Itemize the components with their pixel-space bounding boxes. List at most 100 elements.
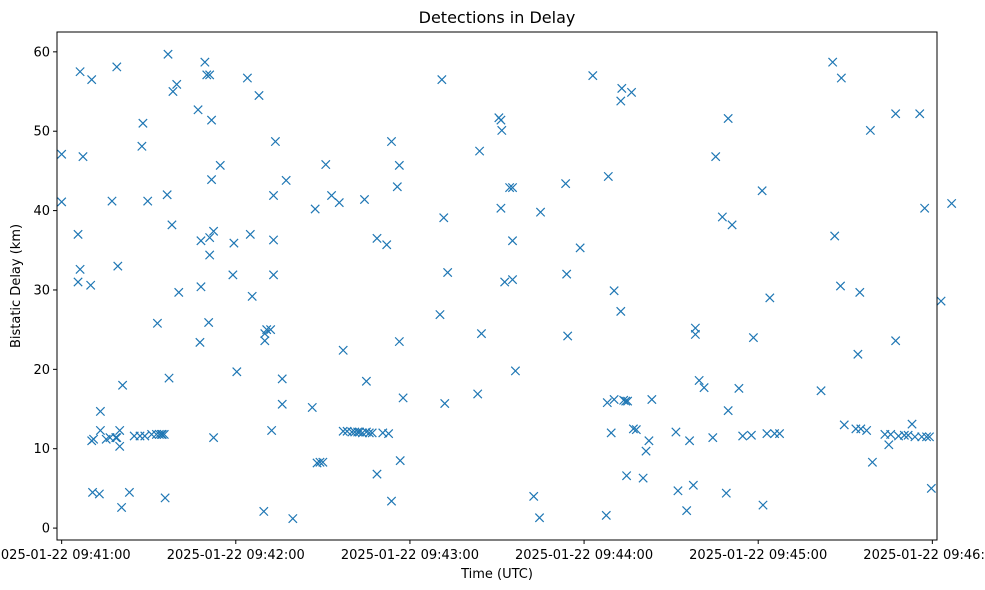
data-point [204, 317, 214, 328]
data-point [354, 427, 365, 437]
data-point [195, 337, 205, 347]
data-point [357, 428, 368, 438]
data-point [117, 380, 128, 390]
data-point [765, 293, 775, 303]
data-point [500, 277, 510, 287]
x-tick-label: 2025-01-22 09:46:00 [863, 548, 985, 563]
data-point [723, 405, 733, 416]
data-point [205, 232, 215, 243]
data-point [921, 432, 932, 442]
data-point [443, 267, 453, 278]
data-point [107, 196, 117, 206]
data-point [505, 182, 515, 193]
plot-area [57, 49, 957, 524]
data-point [361, 376, 372, 386]
data-point [386, 136, 397, 147]
data-point [394, 336, 404, 347]
data-point [326, 190, 337, 201]
data-point [159, 429, 169, 440]
data-point [602, 398, 612, 408]
x-tick-label: 2025-01-22 09:45:00 [689, 548, 827, 563]
data-point [318, 457, 328, 467]
data-point [621, 471, 632, 481]
data-point [609, 286, 619, 296]
data-point [242, 73, 253, 83]
data-point [671, 427, 681, 437]
data-point [507, 275, 518, 285]
data-point [588, 71, 598, 81]
data-point [440, 398, 450, 409]
data-point [920, 203, 930, 213]
chart-title: Detections in Delay [419, 8, 576, 27]
data-point [112, 432, 122, 443]
y-tick-label: 10 [33, 442, 50, 457]
data-point [535, 207, 546, 217]
data-point [473, 389, 483, 399]
data-point [138, 118, 148, 128]
data-point [86, 280, 96, 290]
data-point [828, 57, 838, 67]
data-point [758, 500, 768, 510]
data-point [196, 282, 206, 292]
data-point [259, 506, 269, 517]
data-point [208, 432, 219, 443]
data-point [947, 198, 957, 209]
data-point [277, 374, 287, 384]
data-point [277, 399, 287, 409]
data-point [383, 429, 394, 439]
data-point [830, 231, 840, 241]
data-point [206, 175, 217, 185]
data-point [638, 473, 648, 483]
data-point [270, 136, 281, 147]
data-point [621, 396, 631, 406]
data-point [507, 236, 518, 246]
y-axis-label: Bistatic Delay (km) [9, 224, 24, 348]
data-point [215, 160, 225, 170]
data-point [73, 229, 83, 240]
data-point [534, 513, 545, 523]
data-point [206, 115, 217, 125]
data-point [247, 291, 257, 301]
data-point [164, 373, 174, 383]
data-point [372, 469, 382, 479]
data-point [886, 429, 896, 440]
data-point [113, 261, 123, 271]
data-point [626, 87, 637, 97]
data-point [748, 332, 759, 343]
data-point [496, 203, 506, 213]
data-point [315, 457, 325, 467]
data-point [867, 457, 878, 467]
data-point [193, 105, 203, 115]
data-point [162, 190, 172, 200]
data-point [757, 186, 767, 196]
data-point [143, 196, 153, 206]
data-point [95, 425, 106, 436]
data-point [839, 420, 849, 430]
data-point [395, 456, 405, 466]
data-point [75, 67, 85, 77]
data-point [205, 250, 215, 260]
data-point [88, 434, 99, 444]
data-point [174, 287, 184, 297]
data-point [232, 367, 242, 377]
data-point [267, 425, 277, 436]
data-point [774, 429, 785, 439]
data-point [394, 160, 404, 170]
data-point [229, 238, 239, 248]
data-point [367, 428, 377, 438]
data-point [926, 483, 936, 494]
data-point [140, 431, 150, 441]
x-axis-label: Time (UTC) [460, 567, 533, 582]
data-point [281, 175, 291, 186]
data-point [167, 220, 177, 230]
data-point [884, 440, 894, 450]
data-point [891, 109, 901, 119]
data-point [338, 426, 348, 436]
data-point [721, 488, 731, 498]
data-point [891, 336, 901, 346]
data-point [196, 236, 206, 246]
y-tick-label: 0 [42, 522, 50, 537]
data-point [200, 57, 210, 67]
data-point [855, 287, 865, 297]
